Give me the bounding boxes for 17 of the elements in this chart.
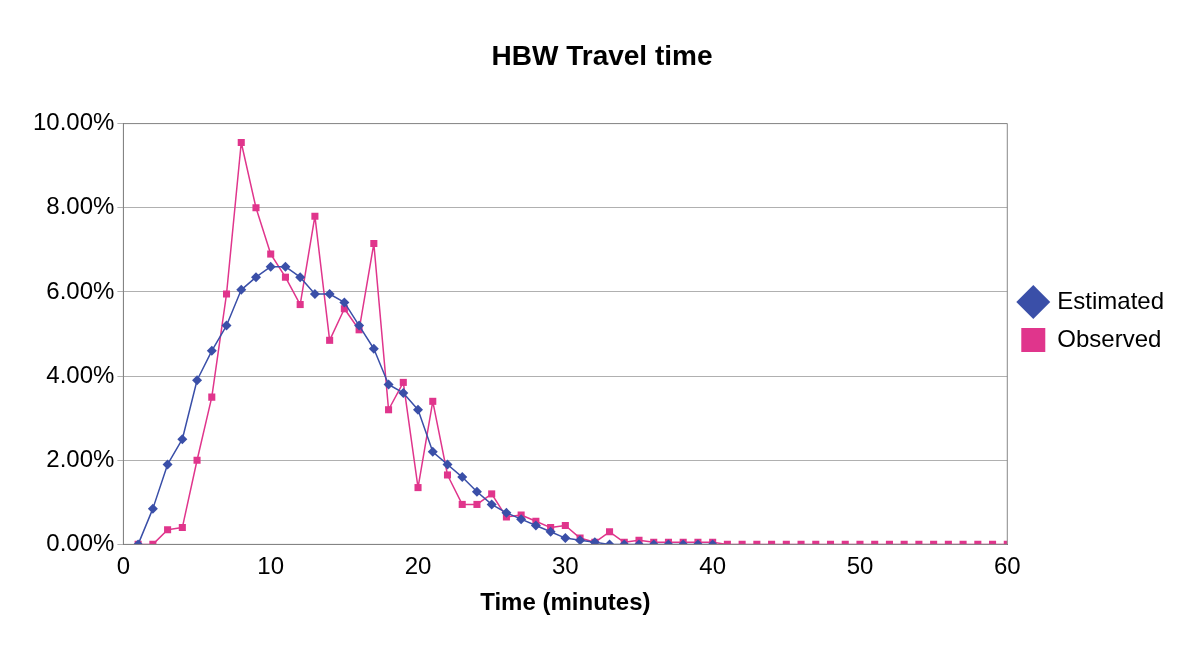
y-tick-label: 6.00% xyxy=(46,276,115,304)
y-tick-label: 0.00% xyxy=(46,529,115,557)
x-tick-label: 50 xyxy=(846,552,874,580)
x-axis-title: Time (minutes) xyxy=(480,588,651,616)
x-tick-label: 20 xyxy=(404,552,432,580)
y-tick-label: 8.00% xyxy=(46,192,115,220)
x-tick-label: 60 xyxy=(993,552,1021,580)
x-tick-label: 30 xyxy=(551,552,579,580)
y-tick-label: 10.00% xyxy=(32,108,115,136)
y-tick-label: 4.00% xyxy=(46,360,115,388)
y-tick-label: 2.00% xyxy=(46,444,115,472)
legend-label: Observed xyxy=(1057,324,1162,352)
legend-label: Estimated xyxy=(1057,286,1165,314)
x-tick-label: 0 xyxy=(116,552,131,580)
x-tick-label: 10 xyxy=(257,552,285,580)
x-tick-label: 40 xyxy=(699,552,727,580)
chart-title: HBW Travel time xyxy=(491,39,713,71)
